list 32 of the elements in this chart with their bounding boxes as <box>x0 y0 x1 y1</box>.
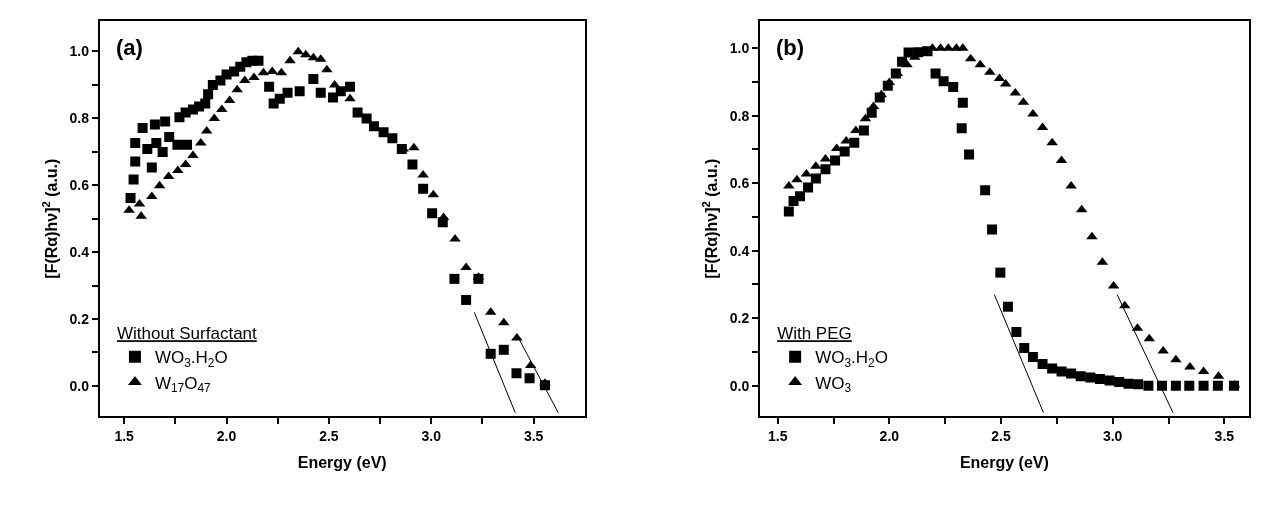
y-tick-label: 1.0 <box>69 43 90 60</box>
y-tick-label: 0.4 <box>69 243 90 260</box>
y-tick-label: 0.0 <box>69 377 90 394</box>
x-tick-label: 1.5 <box>767 427 788 444</box>
legend-label: WO$_{3}$.H$_{2}$O <box>815 348 888 370</box>
legend-title: Without Surfactant <box>116 324 258 344</box>
legend-label: W$_{17}$O$_{47}$ <box>154 373 212 396</box>
x-axis-title: Energy (eV) <box>297 453 387 471</box>
y-tick-label: 0.8 <box>729 107 750 124</box>
x-axis-title: Energy (eV) <box>959 453 1049 471</box>
x-tick-label: 2.0 <box>216 427 237 444</box>
x-tick-label: 3.0 <box>1102 427 1123 444</box>
y-tick-label: 0.2 <box>69 310 90 327</box>
legend-label: WO$_{3}$.H$_{2}$O <box>154 348 228 370</box>
x-tick-label: 3.0 <box>421 427 442 444</box>
y-tick-label: 0.6 <box>729 175 750 192</box>
legend-title: With PEG <box>777 324 852 344</box>
x-tick-label: 2.5 <box>991 427 1011 444</box>
x-tick-label: 2.5 <box>319 427 339 444</box>
y-tick-label: 0.6 <box>69 177 90 194</box>
y-tick-label: 0.0 <box>729 377 750 394</box>
x-tick-label: 3.5 <box>1214 427 1235 444</box>
x-tick-label: 3.5 <box>523 427 544 444</box>
y-tick-label: 1.0 <box>729 40 750 57</box>
legend-label: WO$_{3}$ <box>815 373 852 396</box>
text: (a) <box>116 35 143 60</box>
y-tick-label: 0.4 <box>729 242 750 259</box>
x-tick-label: 1.5 <box>114 427 135 444</box>
text: (b) <box>776 35 805 60</box>
y-tick-label: 0.8 <box>69 110 90 127</box>
y-tick-label: 0.2 <box>729 310 750 327</box>
x-tick-label: 2.0 <box>879 427 900 444</box>
